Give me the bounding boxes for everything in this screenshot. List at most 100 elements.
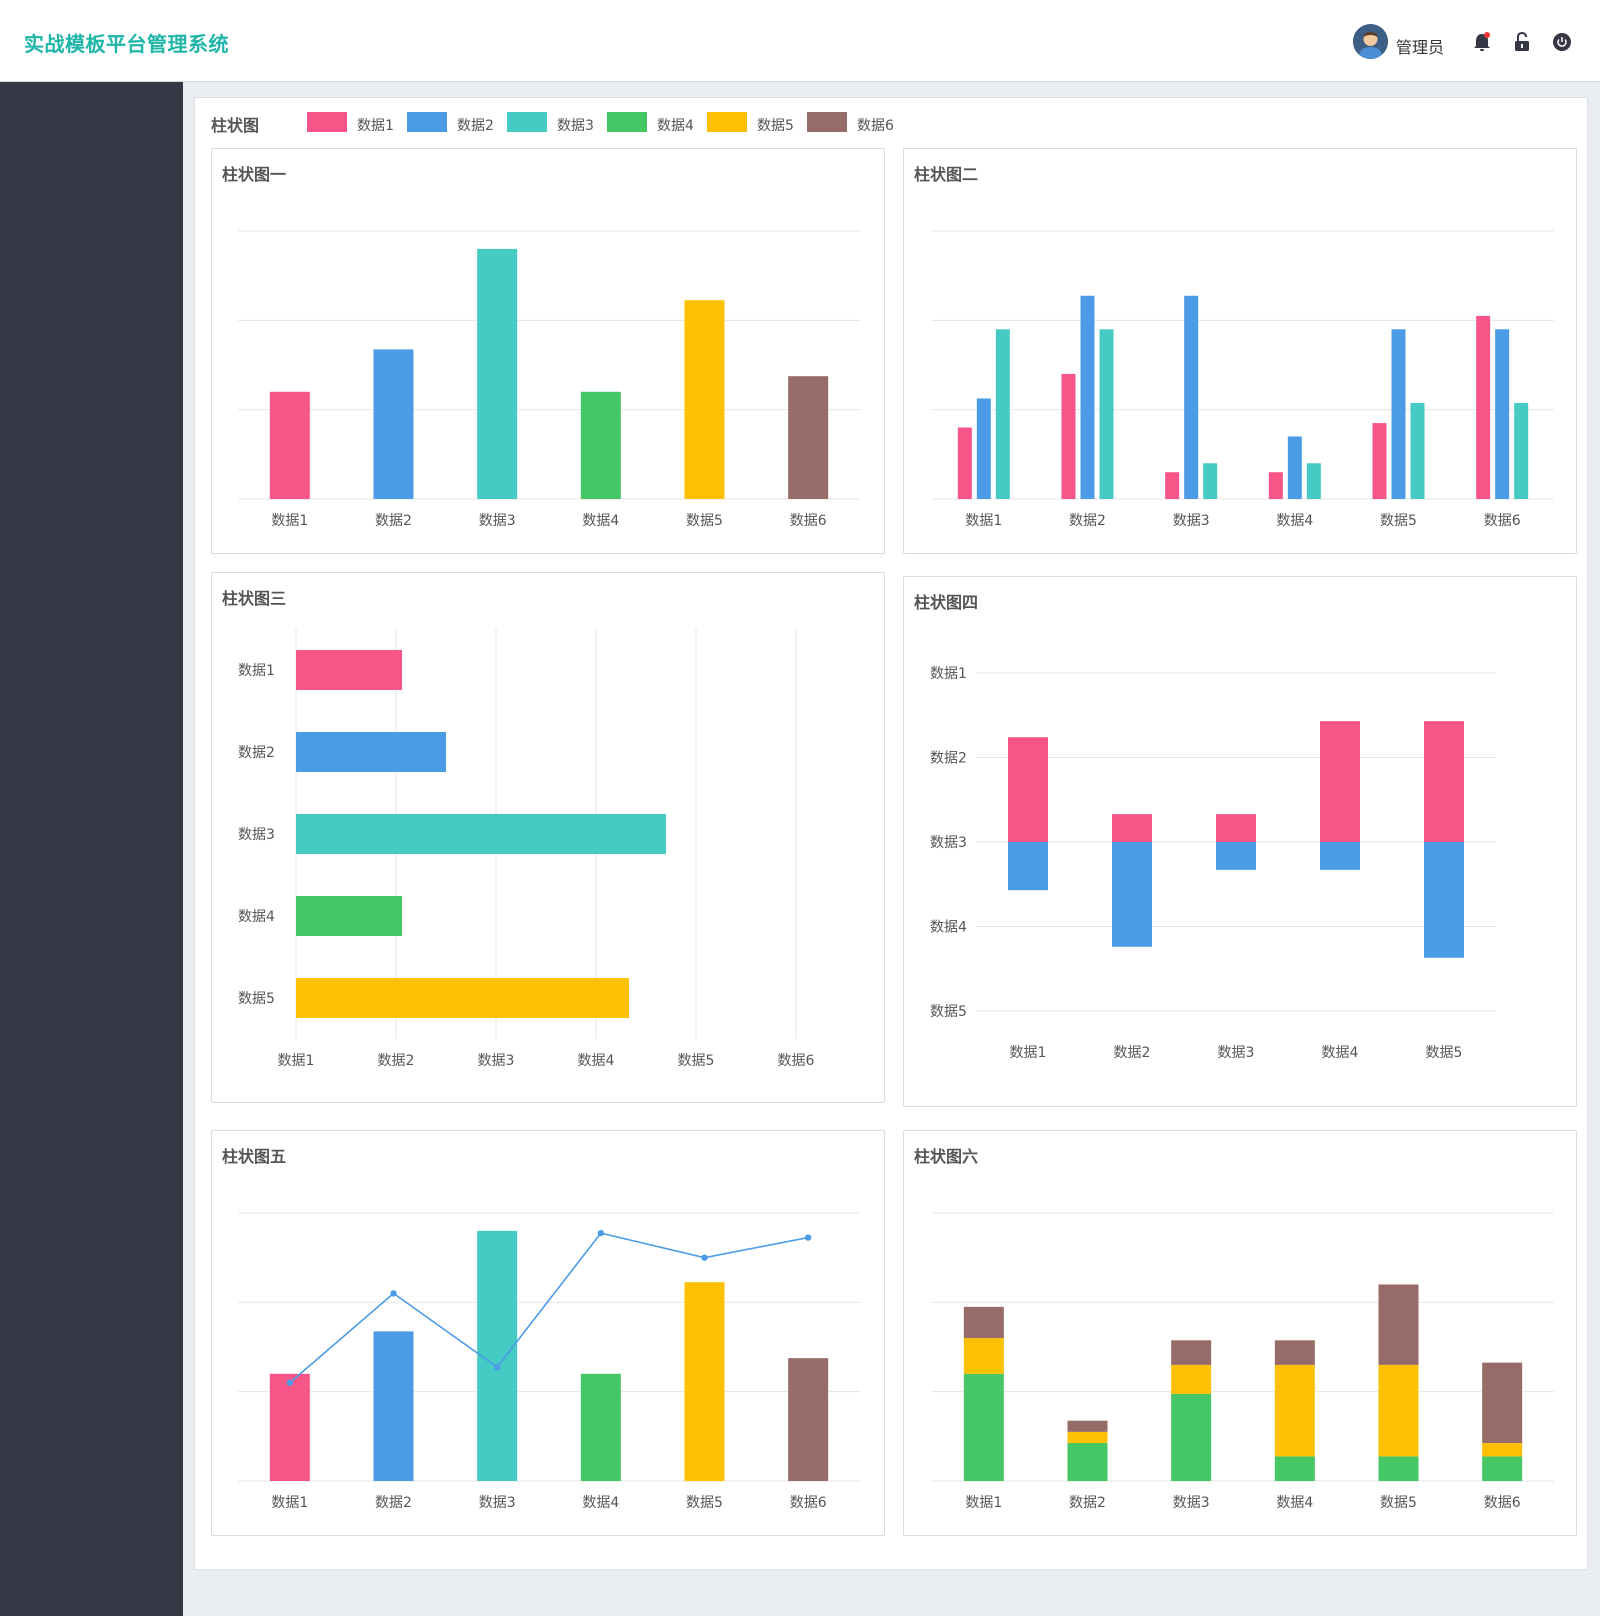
x-tick-label: 数据6 (1484, 1495, 1521, 1511)
panel-title: 柱状图六 (914, 1147, 979, 1166)
bar (684, 300, 725, 499)
x-tick-label: 数据2 (375, 1495, 412, 1511)
bar (1306, 463, 1321, 499)
bar-segment (1320, 842, 1360, 870)
chart-panel-2: 数据1 数据2 数据3 数据4 数据5 数据6 柱状图二 (903, 148, 1577, 554)
bar (1495, 329, 1510, 499)
y-tick-label: 数据3 (238, 827, 275, 843)
bar-segment (1216, 814, 1256, 842)
y-tick-label: 数据1 (930, 666, 967, 682)
x-tick-label: 数据6 (790, 513, 827, 529)
panel-title: 柱状图一 (222, 165, 287, 184)
bar (1080, 295, 1095, 499)
legend-label: 数据2 (457, 118, 494, 134)
chart-panel-4: 数据1 数据2 数据3 数据4 数据5 数据1 数据2 数据3 数据4 数据5 柱状图四 (903, 576, 1577, 1107)
bar-segment (1424, 842, 1464, 958)
y-tick-label: 数据4 (238, 909, 275, 925)
x-tick-label: 数据1 (271, 513, 308, 529)
bar (684, 1282, 725, 1481)
x-tick-label: 数据1 (1010, 1045, 1047, 1061)
line-point (390, 1290, 397, 1297)
bar (269, 391, 310, 499)
bar-segment (1216, 842, 1256, 870)
unlock-icon[interactable] (1511, 31, 1533, 53)
x-tick-label: 数据3 (479, 513, 516, 529)
bar-segment (1274, 1340, 1315, 1365)
sidebar (0, 82, 183, 1616)
legend-swatch (407, 112, 447, 132)
bar-segment (1482, 1362, 1523, 1444)
bar-segment (963, 1306, 1004, 1339)
legend-label: 数据3 (557, 118, 594, 134)
x-tick-label: 数据6 (790, 1495, 827, 1511)
x-tick-label: 数据3 (1218, 1045, 1255, 1061)
panel-title: 柱状图二 (914, 165, 979, 184)
user-name[interactable]: 管理员 (1396, 38, 1445, 57)
bar (1287, 436, 1302, 499)
y-tick-label: 数据5 (930, 1004, 967, 1020)
bar (296, 814, 666, 854)
bar-segment (1378, 1456, 1419, 1481)
x-tick-label: 数据5 (686, 513, 723, 529)
bar (788, 376, 829, 499)
x-tick-label: 数据4 (582, 1495, 619, 1511)
line-point (597, 1229, 605, 1237)
y-tick-label: 数据1 (238, 663, 275, 679)
x-tick-label: 数据1 (965, 1495, 1002, 1511)
bar (1372, 423, 1387, 499)
x-tick-label: 数据3 (1173, 1495, 1210, 1511)
bar (1410, 402, 1425, 499)
avatar[interactable] (1353, 24, 1388, 59)
app-title[interactable]: 实战模板平台管理系统 (24, 32, 229, 56)
bar (373, 349, 414, 499)
bar (1184, 295, 1199, 499)
bar-segment (1274, 1456, 1315, 1481)
bar (1099, 329, 1114, 499)
legend-label: 数据4 (657, 118, 694, 134)
bar-segment (1008, 737, 1048, 842)
bar-segment (1171, 1340, 1212, 1365)
x-tick-label: 数据2 (378, 1053, 415, 1069)
legend-swatch (607, 112, 647, 132)
chart-panel-3: 数据1 数据2 数据3 数据4 数据5 数据6 数据1 数据2 数据3 数据4 数据5 柱状图三 (211, 572, 885, 1103)
bar (976, 398, 991, 499)
bar-segment (1008, 842, 1048, 891)
x-tick-label: 数据3 (1173, 513, 1210, 529)
chart-panel-5: 数据1 数据2 数据3 数据4 数据5 数据6 柱状图五 (211, 1130, 885, 1536)
bar-segment (1171, 1393, 1212, 1481)
line-point (701, 1254, 708, 1261)
bar (296, 896, 402, 936)
bar-segment (1378, 1284, 1419, 1365)
legend-label: 数据6 (857, 118, 894, 134)
bar (1165, 472, 1180, 499)
bar-segment (1112, 842, 1152, 947)
bar (296, 650, 402, 690)
bar-segment (1424, 721, 1464, 842)
x-tick-label: 数据3 (479, 1495, 516, 1511)
bar-segment (1274, 1364, 1315, 1457)
bar (296, 978, 629, 1018)
bar-segment (1067, 1443, 1108, 1481)
bar (477, 248, 518, 499)
x-tick-label: 数据6 (1484, 513, 1521, 529)
power-icon[interactable] (1551, 31, 1573, 53)
line-point (493, 1363, 501, 1371)
bar-segment (1112, 814, 1152, 842)
bell-icon[interactable] (1471, 31, 1493, 53)
x-tick-label: 数据2 (1114, 1045, 1151, 1061)
x-tick-label: 数据1 (278, 1053, 315, 1069)
x-tick-label: 数据5 (678, 1053, 715, 1069)
bar-segment (963, 1373, 1004, 1481)
bar (1514, 402, 1529, 499)
bar (1268, 472, 1283, 499)
y-tick-label: 数据2 (930, 751, 967, 767)
legend-swatch (807, 112, 847, 132)
top-header: 实战模板平台管理系统 管理员 (0, 0, 1600, 82)
x-tick-label: 数据4 (582, 513, 619, 529)
y-tick-label: 数据3 (930, 835, 967, 851)
chart-5: 数据1 数据2 数据3 数据4 数据5 数据6 (238, 1212, 860, 1511)
x-tick-label: 数据5 (1380, 513, 1417, 529)
panel-title: 柱状图三 (222, 589, 287, 608)
bar (995, 329, 1010, 499)
bar (477, 1230, 518, 1481)
